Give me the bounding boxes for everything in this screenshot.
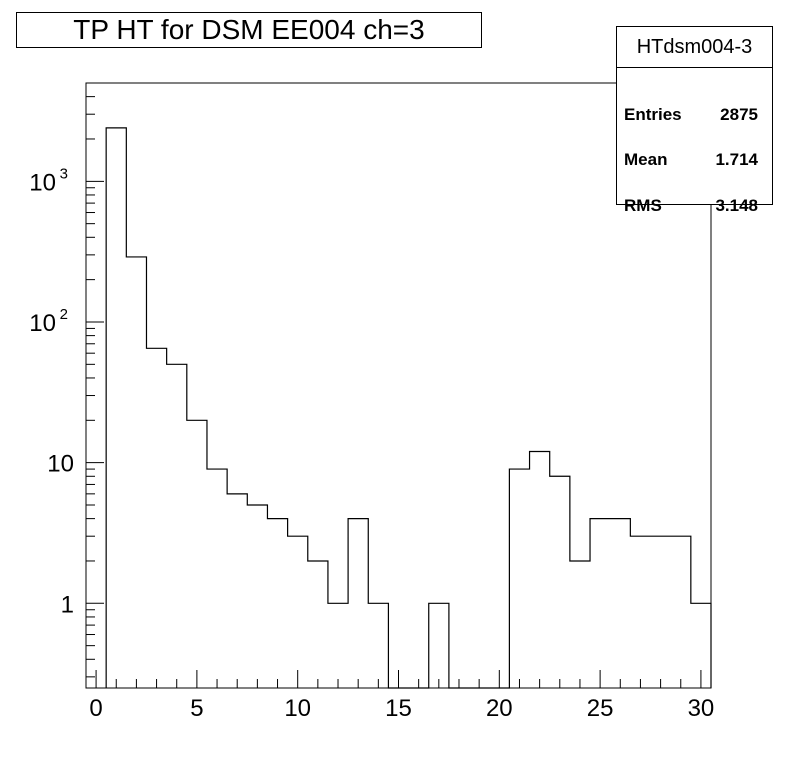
histogram-bin	[429, 603, 449, 688]
x-tick-label: 5	[190, 695, 203, 722]
x-tick-label: 20	[486, 695, 513, 722]
histogram-bin	[247, 505, 267, 688]
histogram-bin	[530, 452, 550, 688]
y-tick-exponent: 3	[60, 165, 68, 182]
x-tick-label: 25	[587, 695, 614, 722]
histogram-bin	[570, 561, 590, 688]
y-tick-label: 10	[29, 169, 56, 196]
histogram-bin	[328, 603, 348, 688]
stats-histogram-name: HTdsm004-3	[617, 27, 772, 68]
histogram-bin	[509, 469, 529, 688]
histogram-bin	[368, 603, 388, 688]
stats-entries-row: Entries 2875	[617, 105, 772, 129]
stats-entries-label: Entries	[624, 105, 682, 124]
stats-mean-label: Mean	[624, 150, 668, 169]
x-tick-label: 10	[284, 695, 311, 722]
stats-entries-value: 2875	[720, 105, 758, 124]
y-tick-exponent: 2	[60, 306, 68, 323]
stats-mean-value: 1.714	[715, 150, 758, 169]
stats-mean-row: Mean 1.714	[617, 150, 772, 174]
stats-rms-row: RMS 3.148	[617, 196, 772, 220]
stats-box: HTdsm004-3 Entries 2875 Mean 1.714 RMS 3…	[616, 26, 773, 215]
histogram-bin	[106, 128, 126, 688]
stats-rms-label: RMS	[624, 196, 662, 215]
histogram-bin	[187, 420, 207, 688]
stats-rms-value: 3.148	[715, 196, 758, 215]
chart-title: TP HT for DSM EE004 ch=3	[16, 12, 482, 48]
histogram-outline	[105, 127, 712, 689]
axis-ticks	[86, 82, 702, 688]
histogram-bin	[227, 494, 247, 688]
histogram-bin	[308, 561, 328, 688]
histogram-bin	[651, 536, 671, 688]
x-tick-label: 30	[688, 695, 715, 722]
histogram-bin	[207, 469, 227, 688]
histogram-bin	[671, 536, 691, 688]
histogram-bin	[126, 257, 146, 688]
histogram-bin	[590, 519, 610, 688]
y-tick-label: 1	[61, 591, 74, 618]
histogram-bin	[146, 348, 166, 688]
histogram-bin	[610, 519, 630, 688]
histogram-bin	[167, 364, 187, 688]
y-tick-label: 10	[47, 451, 74, 478]
x-tick-label: 15	[385, 695, 412, 722]
histogram-bin	[630, 536, 650, 688]
x-tick-label: 0	[89, 695, 102, 722]
histogram-bin	[288, 536, 308, 688]
histogram-bin	[267, 519, 287, 688]
histogram-bin	[348, 519, 368, 688]
y-tick-label: 10	[29, 310, 56, 337]
histogram-bin	[550, 476, 570, 688]
